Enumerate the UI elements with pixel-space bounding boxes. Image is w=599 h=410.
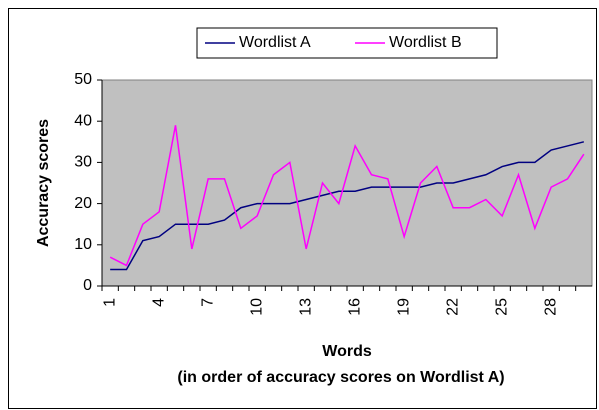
x-tick-label: 4: [150, 298, 167, 307]
x-axis-title: Words: [322, 343, 372, 360]
x-tick-label: 13: [297, 298, 314, 316]
legend-label: Wordlist A: [239, 34, 311, 51]
x-axis-subtitle: (in order of accuracy scores on Wordlist…: [177, 369, 504, 386]
legend-label: Wordlist B: [389, 34, 462, 51]
y-tick-label: 20: [74, 195, 92, 212]
y-tick-label: 40: [74, 112, 92, 129]
x-tick-label: 19: [395, 298, 412, 316]
y-tick-label: 10: [74, 236, 92, 253]
y-tick-label: 0: [83, 277, 92, 294]
x-tick-label: 22: [444, 298, 461, 316]
x-tick-label: 25: [493, 298, 510, 316]
series-line: [109, 125, 585, 267]
x-tick-label: 10: [248, 298, 265, 316]
y-axis-title: Accuracy scores: [35, 119, 52, 247]
x-tick-label: 28: [542, 298, 559, 316]
x-tick-label: 1: [101, 298, 118, 307]
legend-box: [196, 27, 498, 59]
plot-area: [101, 79, 593, 287]
x-tick-label: 7: [199, 298, 216, 307]
x-tick-label: 16: [346, 298, 363, 316]
y-tick-label: 50: [74, 71, 92, 88]
y-tick-label: 30: [74, 154, 92, 171]
